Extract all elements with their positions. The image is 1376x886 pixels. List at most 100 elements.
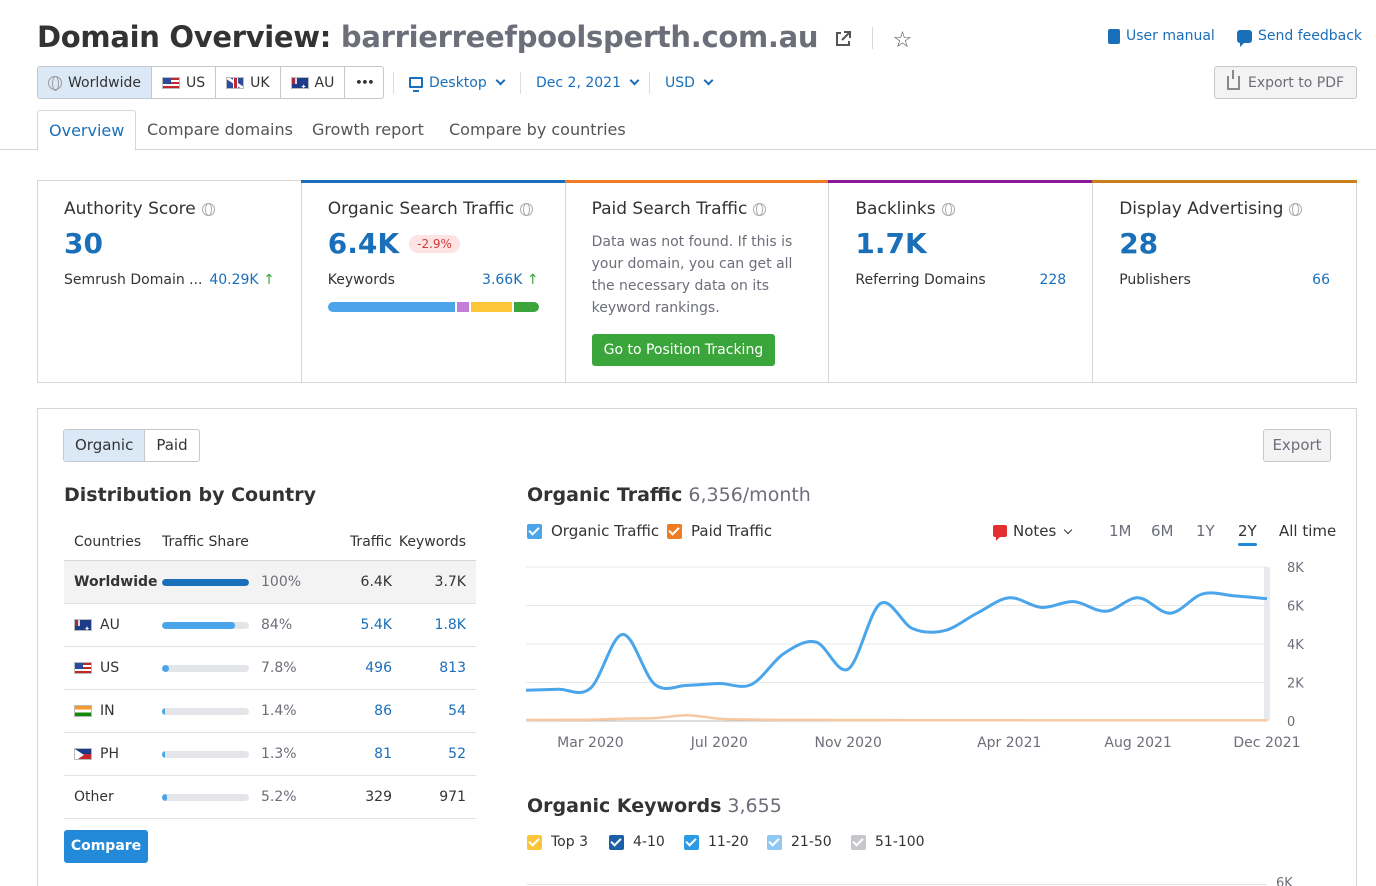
display-ads-value[interactable]: 28 — [1119, 227, 1159, 260]
region-au[interactable]: AU — [281, 67, 346, 98]
keywords-value[interactable]: 54 — [392, 689, 476, 733]
position-tracking-button[interactable]: Go to Position Tracking — [591, 334, 776, 366]
legend-keywords-4-10[interactable]: 4-10 — [609, 834, 665, 850]
keyword-segment — [456, 302, 470, 312]
info-icon[interactable] — [753, 202, 767, 216]
export-pdf-button[interactable]: Export to PDF — [1214, 66, 1357, 99]
info-icon[interactable] — [1289, 202, 1303, 216]
table-row[interactable]: AU 84% 5.4K1.8K — [64, 603, 476, 647]
date-dropdown[interactable]: Dec 2, 2021 — [536, 66, 640, 99]
star-icon[interactable]: ☆ — [892, 28, 913, 53]
legend-keywords-11-20[interactable]: 11-20 — [684, 834, 749, 850]
region-selector: Worldwide US UK AU ••• — [37, 66, 385, 99]
keywords-value[interactable]: 3.7K — [392, 560, 476, 604]
tab-compare-by-countries[interactable]: Compare by countries — [449, 120, 626, 139]
device-dropdown[interactable]: Desktop — [409, 66, 506, 99]
authority-score-value[interactable]: 30 — [64, 227, 103, 260]
organic-paid-toggle: Organic Paid — [63, 429, 200, 462]
legend-paid-traffic[interactable]: Paid Traffic — [667, 522, 772, 540]
legend-keywords-51-100[interactable]: 51-100 — [851, 834, 925, 850]
card-accent-bar — [564, 180, 830, 183]
row-value[interactable]: 3.66K — [482, 272, 523, 288]
export-button[interactable]: Export — [1263, 429, 1331, 462]
x-tick-label: Apr 2021 — [977, 735, 1041, 751]
currency-dropdown[interactable]: USD — [665, 66, 714, 99]
user-manual-link[interactable]: User manual — [1108, 28, 1215, 44]
keywords-value[interactable]: 971 — [392, 774, 476, 819]
col-countries[interactable]: Countries — [64, 524, 162, 561]
y-tick-label: 6K — [1276, 876, 1293, 886]
info-icon[interactable] — [941, 202, 955, 216]
traffic-value[interactable]: 329 — [322, 774, 392, 819]
region-uk[interactable]: UK — [216, 67, 281, 98]
organic-traffic-chart[interactable]: 8K 6K 4K 2K 0 Mar 2020 Jul 2020 Nov 2020 Apr 202… — [526, 559, 1326, 759]
x-tick-label: Aug 2021 — [1104, 735, 1171, 751]
keywords-value[interactable]: 813 — [392, 646, 476, 690]
compare-button[interactable]: Compare — [64, 830, 148, 863]
row-value[interactable]: 66 — [1312, 272, 1330, 288]
range-2y[interactable]: 2Y — [1238, 522, 1257, 546]
traffic-share-bar — [162, 578, 249, 586]
row-value[interactable]: 40.29K — [209, 272, 259, 288]
keywords-value[interactable]: 1.8K — [392, 603, 476, 647]
table-row[interactable]: IN 1.4% 86 54 — [64, 689, 476, 733]
us-flag-icon — [74, 661, 92, 674]
col-traffic[interactable]: Traffic — [322, 524, 392, 561]
legend-keywords-top-3[interactable]: Top 3 — [527, 834, 588, 850]
range-1m[interactable]: 1M — [1109, 522, 1132, 540]
tab-growth-report[interactable]: Growth report — [312, 120, 424, 139]
toggle-paid[interactable]: Paid — [156, 436, 188, 454]
col-traffic-share[interactable]: Traffic Share — [162, 524, 322, 561]
change-badge: -2.9% — [409, 234, 460, 253]
region-us[interactable]: US — [152, 67, 217, 98]
ph-flag-icon — [74, 747, 92, 760]
table-row[interactable]: Other 5.2% 329 971 — [64, 774, 476, 819]
traffic-share-pct: 7.8% — [261, 659, 297, 676]
us-flag-icon — [161, 76, 180, 89]
region-worldwide[interactable]: Worldwide — [38, 67, 152, 98]
checkbox-checked-icon — [609, 834, 624, 850]
traffic-share-bar — [162, 707, 249, 715]
traffic-value[interactable]: 496 — [322, 646, 392, 690]
region-more[interactable]: ••• — [345, 67, 383, 98]
toggle-organic[interactable]: Organic — [64, 430, 146, 461]
range-1y[interactable]: 1Y — [1196, 522, 1215, 540]
col-keywords[interactable]: Keywords — [392, 524, 476, 561]
tab-compare-domains[interactable]: Compare domains — [147, 120, 293, 139]
row-label: Keywords — [327, 272, 395, 288]
external-link-icon[interactable] — [834, 30, 852, 48]
keyword-segment — [514, 302, 539, 312]
backlinks-value[interactable]: 1.7K — [855, 227, 927, 260]
book-icon — [1108, 28, 1120, 44]
traffic-value[interactable]: 6.4K — [322, 560, 392, 604]
row-value[interactable]: 228 — [1039, 272, 1067, 288]
globe-icon — [48, 75, 62, 91]
range-all-time[interactable]: All time — [1279, 522, 1337, 540]
legend-keywords-21-50[interactable]: 21-50 — [767, 834, 832, 850]
traffic-value[interactable]: 5.4K — [322, 603, 392, 647]
x-tick-label: Mar 2020 — [557, 735, 624, 751]
traffic-share-bar — [162, 664, 249, 672]
organic-traffic-value[interactable]: 6.4K — [327, 227, 400, 260]
tab-overview[interactable]: Overview — [37, 110, 137, 151]
notes-dropdown[interactable]: Notes — [993, 522, 1073, 541]
row-label: Semrush Domain ... — [64, 272, 203, 288]
info-icon[interactable] — [201, 202, 215, 216]
chevron-down-icon — [1064, 525, 1073, 534]
traffic-value[interactable]: 86 — [322, 689, 392, 733]
country-name: IN — [100, 702, 115, 719]
send-feedback-link[interactable]: Send feedback — [1237, 28, 1362, 47]
traffic-share-bar — [162, 793, 249, 801]
keywords-value[interactable]: 52 — [392, 732, 476, 776]
keyword-segment — [471, 302, 512, 312]
keyword-distribution-bar[interactable] — [327, 302, 539, 312]
table-row[interactable]: Worldwide 100% 6.4K 3.7K — [64, 560, 476, 604]
info-icon[interactable] — [520, 202, 534, 216]
table-row[interactable]: PH 1.3% 81 52 — [64, 732, 476, 776]
legend-organic-traffic[interactable]: Organic Traffic — [527, 522, 659, 540]
range-6m[interactable]: 6M — [1151, 522, 1174, 540]
card-title: Display Advertising — [1119, 199, 1284, 219]
traffic-share-pct: 1.3% — [261, 745, 297, 762]
traffic-value[interactable]: 81 — [322, 732, 392, 776]
table-row[interactable]: US 7.8% 496 813 — [64, 646, 476, 690]
